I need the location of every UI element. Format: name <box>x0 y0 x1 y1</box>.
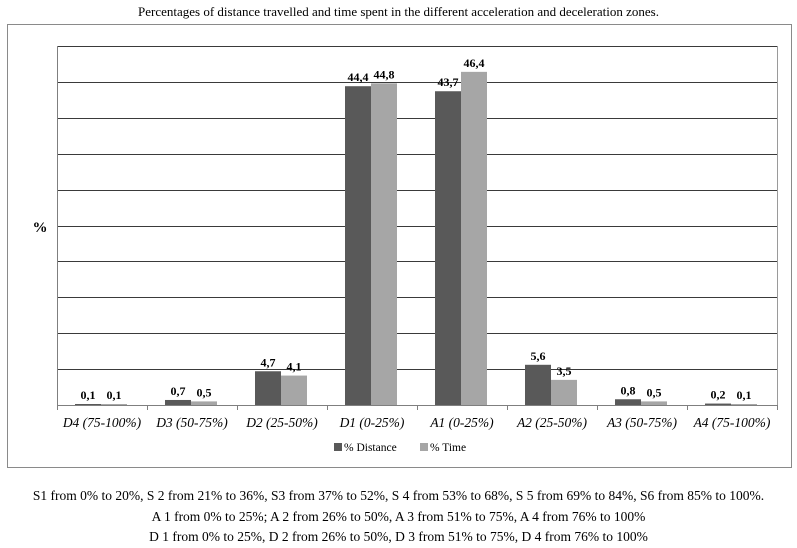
bar-distance <box>165 399 191 405</box>
bar-distance <box>615 399 641 405</box>
data-labels: 0,1 0,1 0,7 0,5 4,7 4,1 44,4 44,8 43,7 46,4 5,6 3,5… <box>81 56 752 402</box>
data-label: 44,4 <box>348 70 369 84</box>
data-label: 0,1 <box>81 388 96 402</box>
data-label: 44,8 <box>374 67 395 81</box>
chart-frame <box>7 24 792 468</box>
bar-distance <box>255 371 281 405</box>
category-tick-label: A4 (75-100%) <box>693 415 771 430</box>
bar-distance <box>75 404 101 405</box>
legend: % Distance % Time <box>334 442 466 454</box>
bars <box>75 71 757 406</box>
data-label: 43,7 <box>438 75 459 89</box>
category-tick-labels: D4 (75-100%) D3 (50-75%) D2 (25-50%) D1 (0-… <box>62 415 771 430</box>
category-tick-label: D3 (50-75%) <box>155 415 228 430</box>
bar-distance <box>525 364 551 405</box>
bar-distance <box>345 86 371 405</box>
bar-time <box>731 404 757 405</box>
legend-label-distance: % Distance <box>344 442 397 454</box>
data-label: 0,2 <box>711 388 726 402</box>
data-label: 0,5 <box>197 385 212 399</box>
y-axis-label: % <box>33 220 48 236</box>
bar-time <box>281 375 307 405</box>
data-label: 5,6 <box>531 349 546 363</box>
bar-time <box>191 401 217 405</box>
note-speed-zones: S1 from 0% to 20%, S 2 from 21% to 36%, … <box>32 488 765 503</box>
category-tick-label: D2 (25-50%) <box>245 415 318 430</box>
data-label: 4,1 <box>287 360 302 374</box>
legend-swatch-distance <box>334 443 342 451</box>
bar-time <box>371 83 397 405</box>
data-label: 4,7 <box>261 355 276 369</box>
bar-time <box>101 404 127 405</box>
bar-distance <box>705 403 731 405</box>
bar-distance <box>435 91 461 405</box>
data-label: 3,5 <box>557 364 572 378</box>
axes <box>57 46 778 410</box>
data-label: 0,5 <box>647 385 662 399</box>
bar-time <box>641 401 667 405</box>
category-tick-label: D1 (0-25%) <box>339 415 405 430</box>
category-tick-label: A2 (25-50%) <box>516 415 588 430</box>
bar-time <box>551 379 577 405</box>
data-label: 46,4 <box>464 56 485 70</box>
data-label: 0,8 <box>621 383 636 397</box>
legend-swatch-time <box>420 443 428 451</box>
zone-notes: S1 from 0% to 20%, S 2 from 21% to 36%, … <box>0 486 797 548</box>
category-tick-label: A3 (50-75%) <box>606 415 678 430</box>
gridlines <box>57 46 777 370</box>
category-tick-label: A1 (0-25%) <box>429 415 494 430</box>
category-tick-label: D4 (75-100%) <box>62 415 142 430</box>
note-deceleration-zones: D 1 from 0% to 25%, D 2 from 26% to 50%,… <box>149 529 648 544</box>
bar-time <box>461 71 487 406</box>
chart-title: Percentages of distance travelled and ti… <box>138 4 659 19</box>
legend-label-time: % Time <box>430 442 466 454</box>
data-label: 0,1 <box>107 388 122 402</box>
data-label: 0,7 <box>171 384 186 398</box>
note-acceleration-zones: A 1 from 0% to 25%; A 2 from 26% to 50%,… <box>151 508 646 524</box>
data-label: 0,1 <box>737 388 752 402</box>
